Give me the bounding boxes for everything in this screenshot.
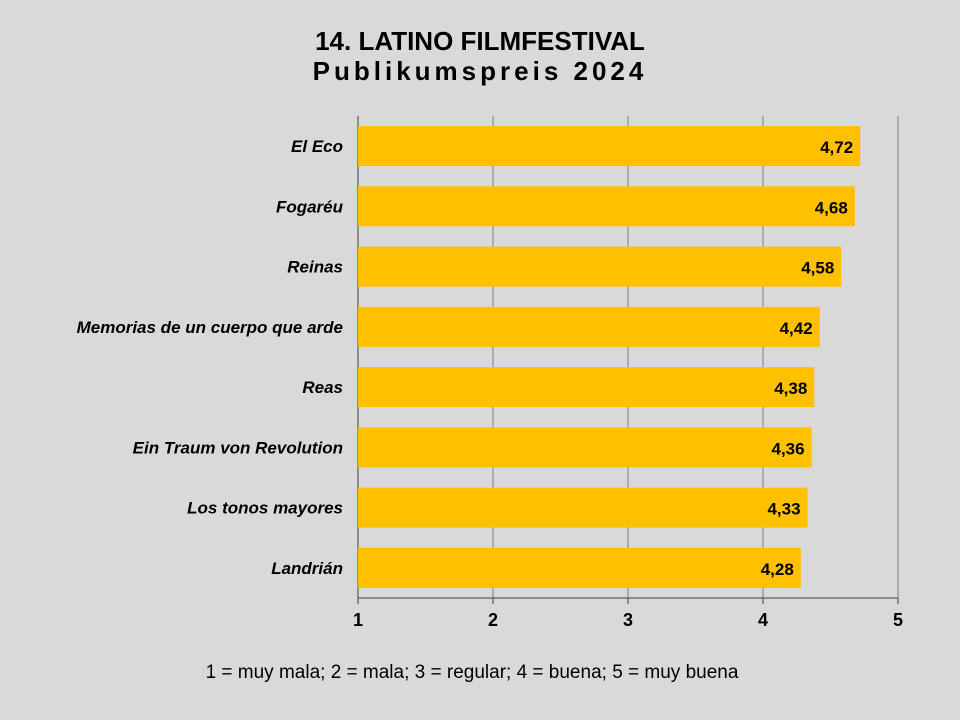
value-label-5: 4,38 [774, 379, 807, 398]
category-label-2: Fogaréu [276, 197, 344, 216]
bar-7 [358, 487, 808, 528]
x-tick-label-5: 5 [893, 610, 903, 630]
bar-1 [358, 126, 861, 167]
bar-3 [358, 246, 842, 287]
category-label-3: Reinas [287, 258, 343, 277]
chart-subtitle: Publikumspreis 2024 [312, 56, 648, 86]
value-label-6: 4,36 [772, 439, 805, 458]
value-label-8: 4,28 [761, 560, 794, 579]
bar-8 [358, 547, 801, 588]
category-label-1: El Eco [291, 137, 343, 156]
category-label-8: Landrián [271, 559, 343, 578]
category-label-7: Los tonos mayores [187, 499, 343, 518]
x-tick-label-2: 2 [488, 610, 498, 630]
value-label-7: 4,33 [767, 500, 800, 519]
value-label-3: 4,58 [801, 259, 834, 278]
rating-scale-footnote: 1 = muy mala; 2 = mala; 3 = regular; 4 =… [205, 662, 739, 683]
bar-2 [358, 186, 855, 227]
chart-title: 14. LATINO FILMFESTIVAL [315, 26, 645, 56]
category-label-6: Ein Traum von Revolution [133, 438, 343, 457]
bar-5 [358, 367, 815, 408]
x-tick-label-1: 1 [353, 610, 363, 630]
value-label-2: 4,68 [815, 198, 848, 217]
category-label-4: Memorias de un cuerpo que arde [77, 318, 343, 337]
x-tick-label-4: 4 [758, 610, 768, 630]
value-label-1: 4,72 [820, 138, 853, 157]
category-label-5: Reas [302, 378, 343, 397]
bar-4 [358, 306, 820, 347]
x-tick-label-3: 3 [623, 610, 633, 630]
value-label-4: 4,42 [780, 319, 813, 338]
bar-6 [358, 427, 812, 468]
